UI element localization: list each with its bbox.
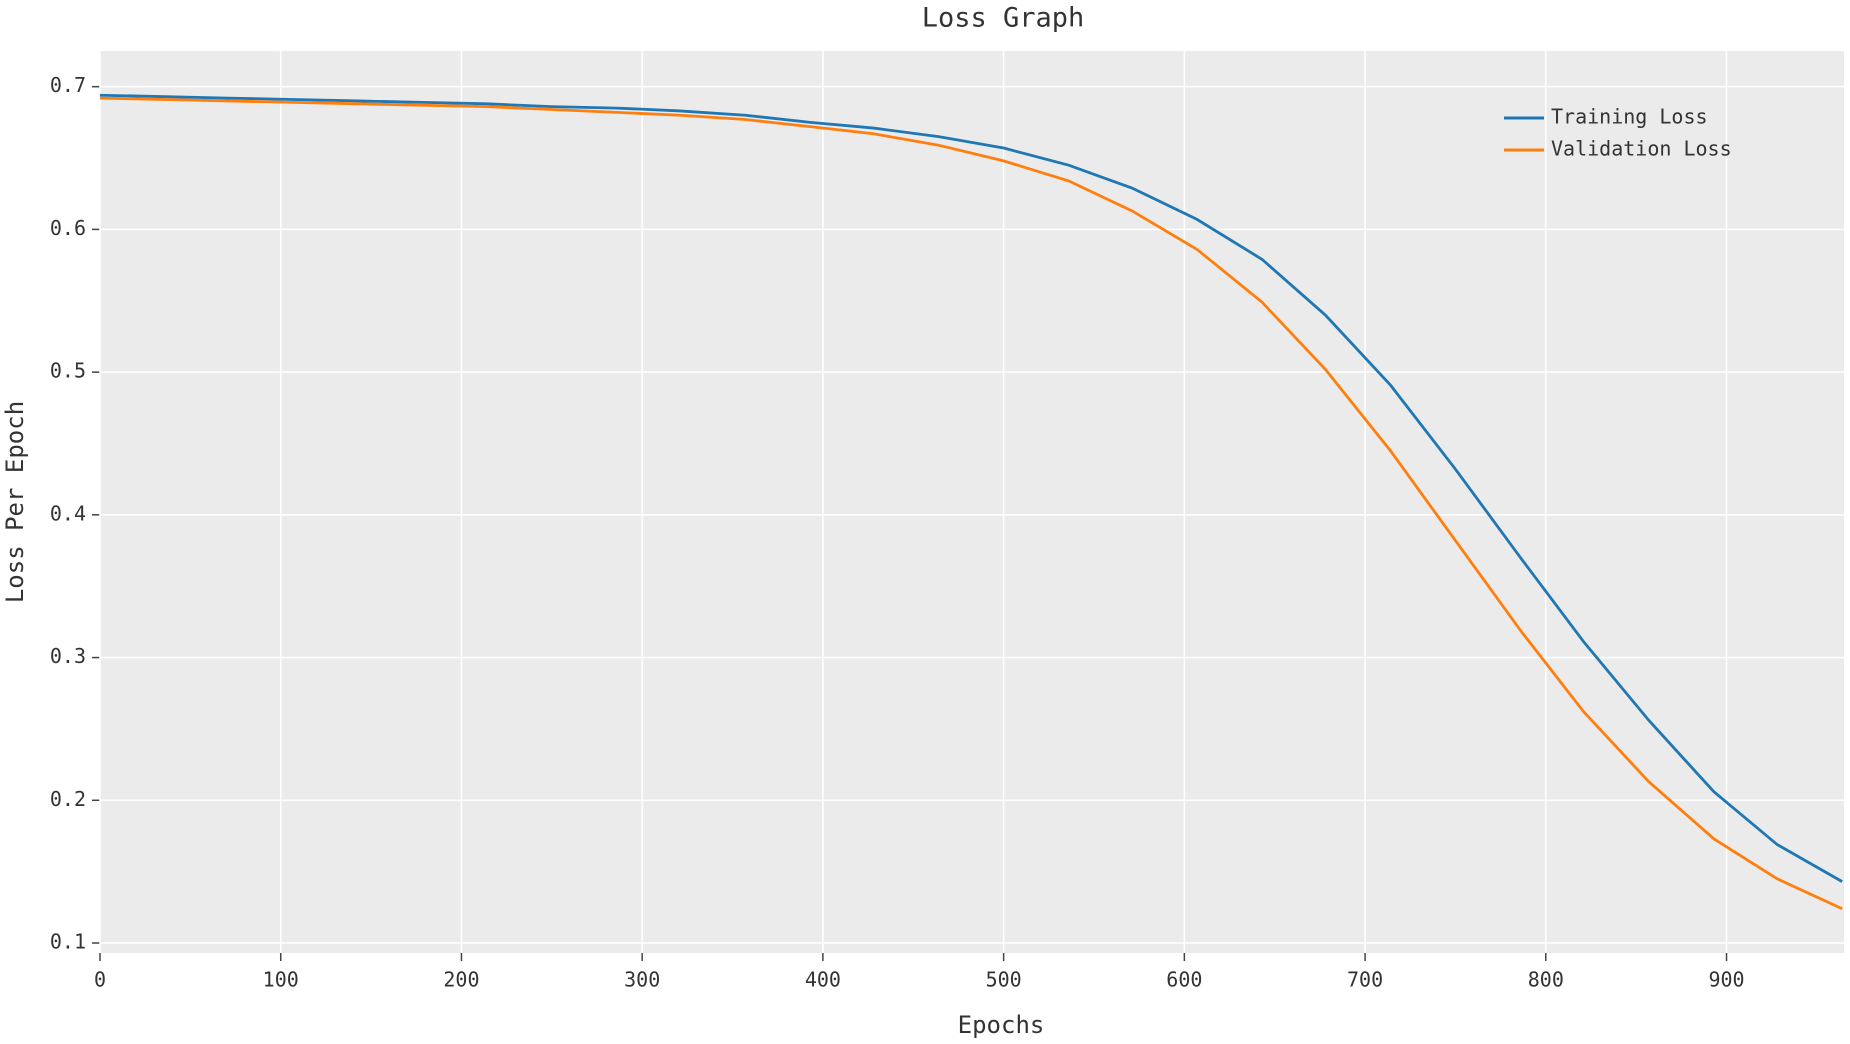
- plot-area: [100, 51, 1844, 953]
- y-tick-label: 0.1: [50, 930, 86, 954]
- line-series: [99, 93, 1843, 883]
- y-axis-title: Loss Per Epoch: [1, 401, 29, 603]
- y-tick-label: 0.5: [50, 359, 86, 383]
- x-tick-label: 300: [624, 968, 660, 992]
- x-tick-label: 400: [805, 968, 841, 992]
- x-tick-label: 100: [263, 968, 299, 992]
- x-tick-label: 200: [443, 968, 479, 992]
- legend-label: Validation Loss: [1551, 137, 1732, 161]
- x-tick-label: 500: [986, 968, 1022, 992]
- y-tick-label: 0.7: [50, 73, 86, 97]
- x-axis-title: Epochs: [958, 1011, 1045, 1039]
- x-tick-label: 600: [1166, 968, 1202, 992]
- y-tick-label: 0.4: [50, 501, 86, 525]
- x-tick-label: 800: [1528, 968, 1564, 992]
- legend-label: Training Loss: [1551, 105, 1708, 129]
- y-tick-label: 0.3: [50, 644, 86, 668]
- chart-title: Loss Graph: [922, 3, 1085, 34]
- y-tick-label: 0.2: [50, 787, 86, 811]
- line-series: [99, 96, 1843, 911]
- y-tick-label: 0.6: [50, 216, 86, 240]
- x-tick-label: 700: [1347, 968, 1383, 992]
- x-tick-label: 0: [94, 968, 106, 992]
- x-tick-label: 900: [1708, 968, 1744, 992]
